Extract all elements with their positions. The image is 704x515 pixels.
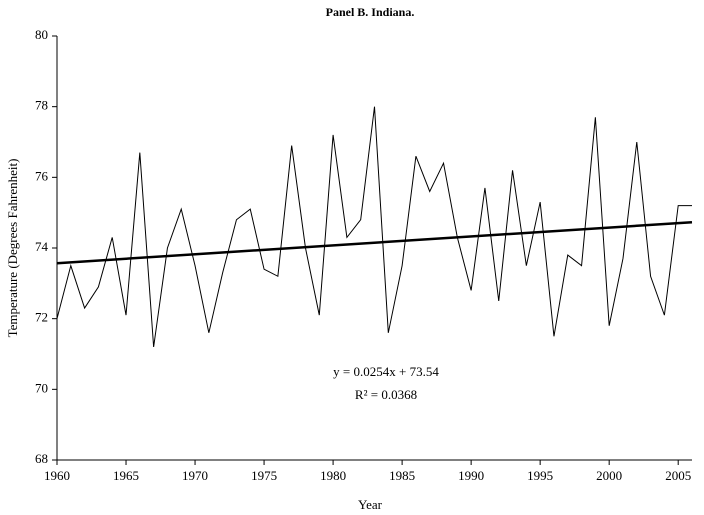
y-tick-label: 76	[35, 168, 49, 183]
x-tick-label: 2000	[596, 468, 622, 483]
x-tick-label: 1990	[458, 468, 484, 483]
x-tick-label: 1995	[527, 468, 553, 483]
y-tick-label: 70	[35, 380, 48, 395]
x-tick-label: 1985	[389, 468, 415, 483]
x-tick-label: 1980	[320, 468, 346, 483]
y-tick-label: 74	[35, 239, 49, 254]
x-tick-label: 1960	[44, 468, 70, 483]
x-tick-label: 1970	[182, 468, 208, 483]
y-axis-label: Temperature (Degrees Fahrenheit)	[5, 159, 20, 338]
x-tick-label: 2005	[665, 468, 691, 483]
chart-title: Panel B. Indiana.	[326, 5, 415, 19]
x-axis-label: Year	[358, 497, 383, 512]
y-tick-label: 72	[35, 310, 48, 325]
data-line	[56, 106, 692, 348]
trend-line	[56, 220, 693, 265]
x-tick-label: 1975	[251, 468, 277, 483]
y-tick-label: 78	[35, 98, 48, 113]
x-tick-label: 1965	[113, 468, 139, 483]
y-tick-label: 68	[35, 451, 48, 466]
y-tick-label: 80	[35, 27, 48, 42]
annotation: R² = 0.0368	[355, 387, 417, 402]
annotation: y = 0.0254x + 73.54	[333, 364, 439, 379]
